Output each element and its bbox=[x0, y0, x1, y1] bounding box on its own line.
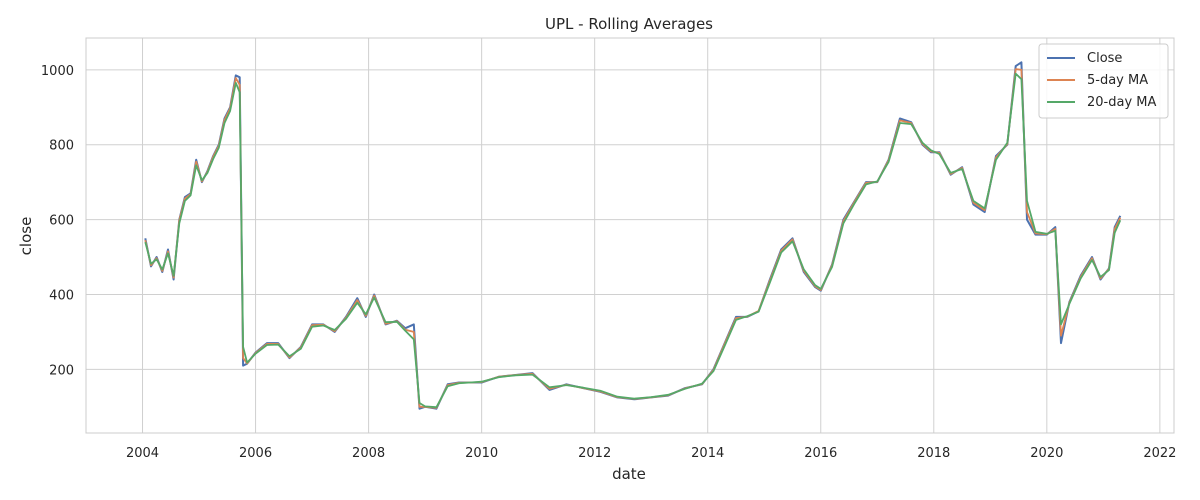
legend-entry-close: Close bbox=[1047, 51, 1122, 66]
y-tick-label: 800 bbox=[49, 139, 74, 154]
legend-entry-20-day-ma: 20-day MA bbox=[1047, 95, 1156, 110]
legend-label-20-day-ma: 20-day MA bbox=[1087, 95, 1156, 110]
legend-label-5-day-ma: 5-day MA bbox=[1087, 73, 1148, 88]
plot-frame bbox=[85, 37, 1175, 434]
x-tick-label: 2010 bbox=[465, 446, 498, 461]
legend: Close 5-day MA 20-day MA bbox=[1038, 43, 1169, 119]
x-tick-label: 2012 bbox=[578, 446, 611, 461]
tick-labels: 2004 2006 2008 2010 2012 2014 2016 2018 2020 2022… bbox=[41, 64, 1177, 461]
x-tick-label: 2020 bbox=[1030, 446, 1063, 461]
grid bbox=[86, 38, 1174, 433]
y-tick-label: 200 bbox=[49, 363, 74, 378]
x-tick-label: 2008 bbox=[352, 446, 385, 461]
x-tick-label: 2022 bbox=[1143, 446, 1176, 461]
series-lines bbox=[144, 61, 1122, 410]
legend-label-close: Close bbox=[1087, 51, 1122, 66]
x-tick-label: 2016 bbox=[804, 446, 837, 461]
x-tick-label: 2014 bbox=[691, 446, 724, 461]
y-tick-label: 400 bbox=[49, 288, 74, 303]
y-tick-label: 600 bbox=[49, 214, 74, 229]
legend-box bbox=[1038, 43, 1169, 119]
chart-title: UPL - Rolling Averages bbox=[545, 15, 713, 33]
y-tick-label: 1000 bbox=[41, 64, 74, 79]
series-line-20-day-ma bbox=[144, 72, 1122, 409]
legend-entry-5-day-ma: 5-day MA bbox=[1047, 73, 1148, 88]
x-tick-label: 2018 bbox=[917, 446, 950, 461]
x-tick-label: 2006 bbox=[239, 446, 272, 461]
x-tick-label: 2004 bbox=[126, 446, 159, 461]
x-axis-label: date bbox=[612, 465, 646, 483]
y-axis-label: close bbox=[17, 217, 35, 256]
